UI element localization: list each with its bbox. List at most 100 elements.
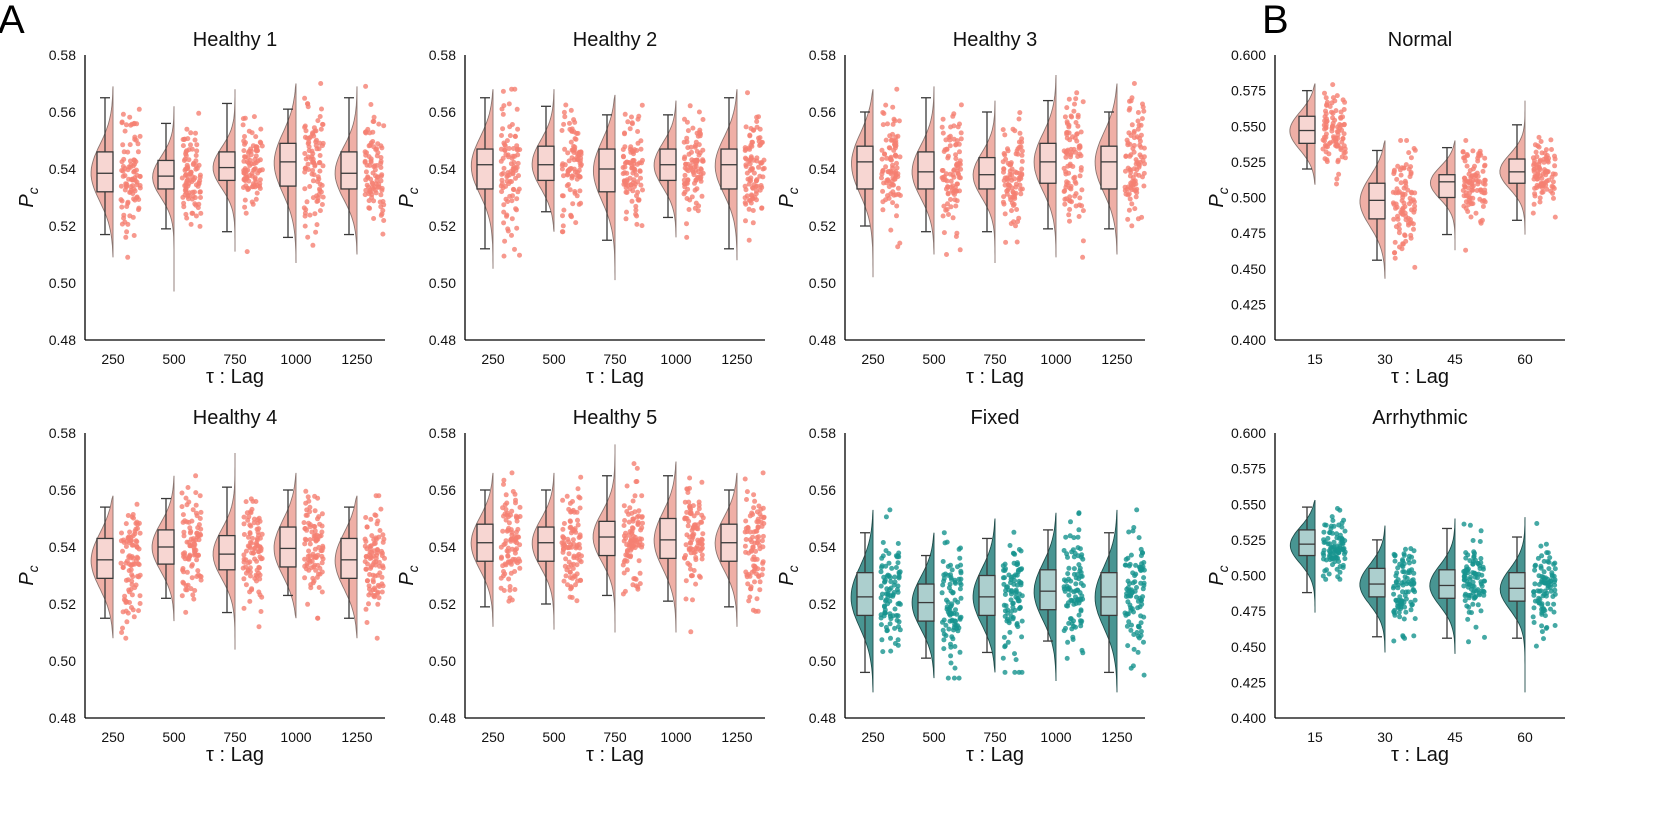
data-point	[318, 533, 324, 539]
data-point	[636, 508, 642, 514]
data-point	[197, 573, 203, 579]
data-point	[188, 536, 194, 542]
data-point	[197, 189, 203, 195]
data-point	[1482, 199, 1488, 205]
y-tick-label: 0.450	[1231, 639, 1266, 655]
data-point	[1131, 81, 1137, 86]
data-point	[1323, 108, 1328, 114]
data-point	[695, 522, 701, 528]
data-point	[195, 568, 201, 574]
data-point	[312, 508, 318, 514]
data-point	[379, 172, 385, 178]
data-point	[364, 620, 370, 625]
data-point	[1076, 527, 1082, 533]
data-point	[572, 119, 578, 125]
data-point	[137, 174, 143, 179]
data-point	[686, 207, 692, 212]
data-point	[1398, 138, 1404, 143]
data-point	[1403, 217, 1409, 223]
data-point	[1391, 609, 1397, 615]
data-point	[500, 573, 506, 579]
data-point	[1534, 185, 1539, 191]
data-point	[566, 559, 572, 565]
data-point	[957, 616, 963, 622]
data-point	[956, 675, 962, 681]
data-point	[1138, 629, 1144, 634]
data-point	[761, 515, 767, 521]
data-point	[941, 174, 947, 180]
data-point	[1407, 174, 1413, 180]
data-point	[132, 528, 138, 534]
data-point	[639, 102, 645, 108]
data-point	[629, 198, 635, 204]
x-tick-label: 15	[1307, 351, 1323, 367]
data-point	[120, 111, 126, 117]
data-point	[247, 540, 253, 545]
data-point	[179, 175, 185, 181]
data-point	[624, 542, 630, 548]
x-axis-label: τ : Lag	[586, 744, 644, 766]
data-point	[692, 187, 698, 193]
box	[917, 151, 935, 190]
panel-label-b: B	[1262, 0, 1289, 42]
data-point	[1019, 618, 1025, 624]
data-point	[241, 514, 247, 520]
data-point	[682, 499, 688, 505]
data-point	[1463, 206, 1469, 211]
data-point	[956, 174, 962, 180]
data-point	[1473, 210, 1479, 216]
y-tick-label: 0.575	[1231, 83, 1266, 99]
data-point	[194, 557, 200, 563]
data-point	[896, 571, 902, 577]
data-point	[628, 538, 634, 544]
data-point	[1330, 115, 1336, 121]
data-point	[252, 166, 258, 172]
data-point	[119, 630, 125, 635]
data-point	[248, 573, 253, 579]
data-point	[1552, 214, 1558, 220]
data-point	[1531, 169, 1537, 174]
data-point	[512, 134, 518, 139]
data-point	[1062, 114, 1068, 120]
data-point	[1539, 623, 1545, 629]
data-point	[629, 543, 635, 549]
data-point	[684, 139, 690, 145]
data-point	[1125, 216, 1131, 222]
x-axis-label: τ : Lag	[586, 366, 644, 388]
data-point	[363, 566, 369, 572]
data-point	[189, 518, 195, 524]
data-point	[634, 514, 640, 520]
data-point	[1141, 614, 1147, 620]
data-point	[128, 162, 134, 168]
data-point	[759, 160, 765, 166]
data-point	[1468, 175, 1474, 181]
data-point	[179, 504, 185, 510]
data-point	[320, 163, 326, 169]
data-point	[240, 122, 246, 128]
data-point	[1075, 597, 1080, 603]
data-point	[567, 518, 573, 524]
data-point	[370, 593, 376, 598]
data-point	[957, 149, 962, 155]
data-point	[369, 533, 375, 539]
data-point	[505, 549, 511, 554]
data-point	[1123, 153, 1129, 159]
data-point	[631, 461, 637, 467]
data-point	[1014, 239, 1020, 245]
data-point	[1138, 598, 1144, 603]
data-point	[1334, 176, 1340, 182]
data-point	[956, 546, 962, 552]
box	[1438, 569, 1456, 599]
data-point	[688, 629, 694, 635]
data-point	[516, 186, 522, 192]
data-point	[887, 133, 893, 139]
data-point	[1323, 95, 1329, 101]
data-point	[188, 586, 194, 592]
data-point	[1130, 178, 1136, 184]
data-point	[940, 582, 946, 588]
data-point	[320, 194, 326, 200]
data-point	[243, 210, 249, 216]
data-point	[301, 520, 307, 526]
data-point	[879, 171, 885, 177]
